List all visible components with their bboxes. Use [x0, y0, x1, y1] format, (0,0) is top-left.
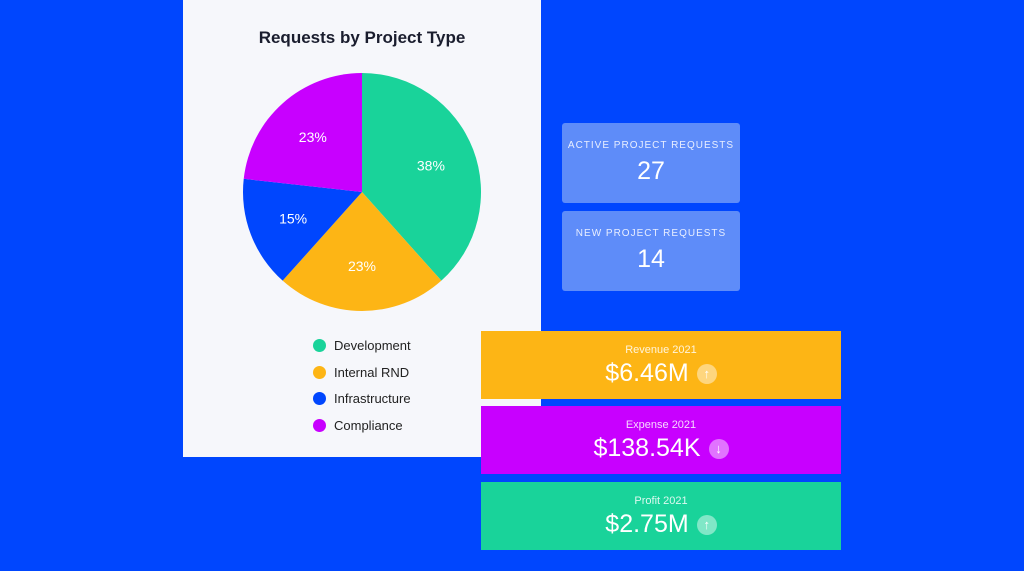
- legend-dot: [313, 392, 326, 406]
- pie-slice-compliance: [243, 72, 362, 192]
- kpi-value: $2.75M: [605, 510, 689, 538]
- kpi-label: Expense 2021: [625, 419, 697, 431]
- legend-label: Development: [334, 337, 411, 353]
- revenue-kpi: Revenue 2021 $6.46M ↑: [481, 331, 841, 399]
- profit-kpi: Profit 2021 $2.75M ↑: [481, 482, 841, 550]
- legend-item-infrastructure: Infrastructure: [313, 385, 411, 412]
- legend-item-compliance: Compliance: [313, 412, 411, 439]
- kpi-label: Revenue 2021: [625, 344, 697, 356]
- card-label: ACTIVE PROJECT REQUESTS: [567, 140, 735, 151]
- expense-kpi: Expense 2021 $138.54K ↓: [481, 406, 841, 474]
- legend-label: Internal RND: [334, 364, 410, 380]
- card-label: NEW PROJECT REQUESTS: [575, 228, 727, 239]
- chart-panel: Requests by Project Type 38% 23% 15% 23% De…: [183, 0, 541, 457]
- kpi-label: Profit 2021: [634, 495, 688, 507]
- legend: Development Internal RND Infrastructure …: [313, 332, 411, 439]
- legend-dot: [313, 418, 326, 432]
- legend-dot: [313, 365, 326, 379]
- active-project-requests-card: ACTIVE PROJECT REQUESTS 27: [562, 123, 740, 203]
- pie-chart: 38% 23% 15% 23%: [242, 72, 482, 312]
- pie-data-label: 23%: [299, 129, 327, 145]
- pie-slice-development: [362, 73, 482, 281]
- legend-item-internal-rnd: Internal RND: [313, 359, 411, 386]
- card-value: 14: [637, 245, 665, 273]
- legend-label: Infrastructure: [334, 391, 411, 407]
- arrow-up-icon: ↑: [696, 363, 717, 384]
- pie-data-label: 15%: [279, 210, 307, 226]
- pie-slice-internal-rnd: [282, 192, 442, 312]
- legend-label: Compliance: [334, 417, 403, 433]
- new-project-requests-card: NEW PROJECT REQUESTS 14: [562, 211, 740, 291]
- pie-data-label: 23%: [348, 258, 376, 274]
- legend-item-development: Development: [313, 332, 411, 359]
- pie-slice-infrastructure: [242, 178, 362, 281]
- arrow-down-icon: ↓: [708, 438, 729, 459]
- chart-title: Requests by Project Type: [258, 28, 466, 47]
- pie-data-label: 38%: [417, 158, 445, 174]
- card-value: 27: [637, 157, 665, 185]
- kpi-value: $138.54K: [593, 434, 701, 462]
- legend-dot: [313, 338, 326, 352]
- kpi-value: $6.46M: [605, 359, 689, 387]
- arrow-up-icon: ↑: [696, 514, 717, 535]
